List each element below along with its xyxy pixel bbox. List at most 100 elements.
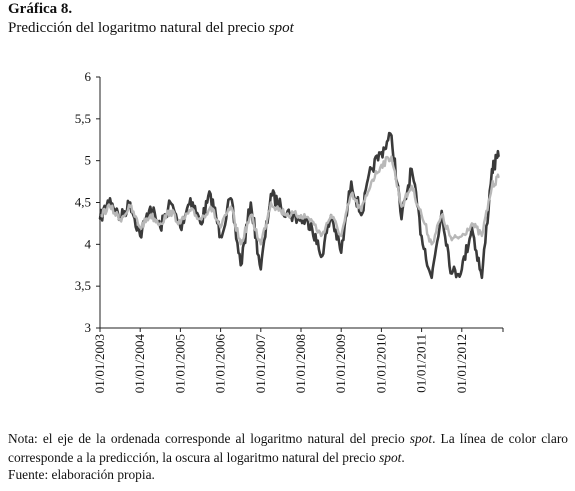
data-point: [471, 222, 473, 225]
figure-title: Predicción del logaritmo natural del pre…: [8, 20, 294, 37]
figure-title-text: Predicción del logaritmo natural del pre…: [8, 20, 269, 36]
figure-title-italic: spot: [268, 20, 294, 36]
data-point: [340, 251, 343, 254]
data-point: [189, 197, 192, 200]
x-tick-label: 01/01/2003: [92, 334, 107, 393]
data-point: [380, 151, 383, 154]
data-point: [497, 155, 500, 158]
note-italic-1: spot: [409, 431, 433, 446]
data-point: [139, 235, 142, 237]
data-point: [159, 222, 162, 225]
y-tick-label: 6: [85, 69, 92, 84]
y-tick-label: 4: [85, 236, 92, 251]
data-point: [481, 276, 483, 279]
data-point: [229, 205, 232, 208]
note-text-2: . La línea de color claro corresponde a …: [8, 431, 568, 465]
y-ticks: 3 3,5 4 4,5 5 5,5 6: [75, 69, 100, 335]
data-point: [390, 134, 393, 137]
data-point: [129, 201, 132, 204]
data-point: [410, 184, 413, 187]
data-point: [320, 235, 322, 237]
data-point: [149, 205, 152, 208]
x-tick-label: 01/01/2009: [333, 334, 348, 393]
data-point: [340, 235, 343, 237]
source-text: Fuente: elaboración propia.: [8, 467, 155, 482]
x-tick-label: 01/01/2007: [253, 334, 268, 394]
series-group: [99, 155, 500, 246]
data-point: [239, 264, 242, 267]
data-point: [481, 235, 483, 237]
series-line-actual: [98, 131, 500, 280]
data-point: [270, 201, 272, 204]
data-point: [320, 256, 322, 258]
y-tick-label: 5: [85, 153, 92, 168]
data-point: [199, 222, 202, 225]
data-point: [460, 235, 463, 237]
x-tick-label: 01/01/2010: [373, 334, 388, 393]
data-point: [229, 197, 232, 200]
data-point: [420, 214, 423, 217]
x-tick-label: 01/01/2011: [414, 334, 429, 393]
x-tick-label: 01/01/2012: [454, 334, 469, 393]
data-point: [440, 210, 443, 212]
y-tick-label: 3,5: [75, 278, 91, 293]
note-text-3: .: [401, 450, 405, 465]
y-tick-label: 4,5: [75, 195, 91, 210]
axes-layer: [99, 77, 503, 329]
data-point: [350, 180, 353, 183]
data-point: [280, 210, 282, 212]
data-point: [189, 210, 192, 212]
data-point: [169, 210, 172, 212]
data-point: [139, 226, 142, 229]
x-tick-label: 01/01/2004: [132, 334, 147, 394]
data-point: [390, 155, 393, 158]
data-point: [179, 226, 182, 229]
data-point: [109, 197, 111, 200]
note-text-1: Nota: el eje de la ordenada corresponde …: [8, 431, 410, 446]
series-group: [98, 131, 500, 280]
data-point: [300, 214, 302, 217]
data-point: [410, 168, 413, 170]
y-tick-label: 5,5: [75, 111, 91, 126]
note-italic-2: spot: [379, 450, 402, 465]
data-point: [430, 276, 433, 279]
data-point: [497, 176, 500, 179]
data-point: [450, 239, 453, 242]
data-point: [119, 218, 121, 221]
data-point: [259, 268, 262, 271]
data-point: [129, 205, 132, 208]
y-tick-label: 3: [85, 320, 92, 335]
x-ticks: 01/01/2003 01/01/2004 01/01/2005 01/01/2006…: [92, 328, 504, 394]
data-point: [169, 201, 172, 204]
data-point: [460, 268, 463, 271]
data-point: [330, 214, 332, 217]
x-tick-label: 01/01/2006: [213, 334, 228, 394]
data-point: [149, 214, 152, 217]
data-point: [370, 180, 373, 183]
data-point: [440, 214, 443, 217]
data-point: [310, 222, 312, 225]
data-point: [360, 214, 363, 217]
series-layer: [98, 131, 500, 280]
data-point: [109, 205, 111, 208]
note: Nota: el eje de la ordenada corresponde …: [8, 429, 568, 467]
x-tick-label: 01/01/2008: [293, 334, 308, 393]
data-point: [280, 205, 282, 208]
data-point: [400, 205, 403, 208]
data-point: [360, 210, 363, 212]
data-point: [199, 218, 202, 221]
data-point: [350, 193, 353, 196]
data-point: [400, 218, 403, 221]
data-point: [219, 235, 222, 237]
data-point: [430, 243, 433, 246]
data-point: [380, 163, 383, 166]
data-point: [249, 201, 252, 204]
data-point: [491, 184, 493, 187]
data-point: [209, 193, 212, 196]
data-point: [259, 243, 262, 246]
data-point: [209, 205, 212, 208]
data-point: [310, 218, 312, 221]
chart: 3 3,5 4 4,5 5 5,5 6 01/01/2003 01/01/2004 01/01/…: [75, 69, 504, 394]
data-point: [179, 222, 182, 225]
data-point: [370, 168, 373, 170]
